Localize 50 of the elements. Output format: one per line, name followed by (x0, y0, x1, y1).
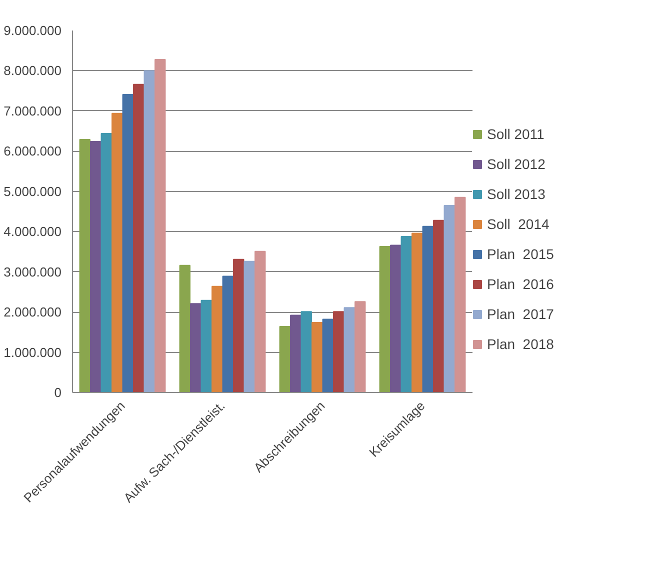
bar (133, 84, 144, 392)
legend-label: Soll 2014 (487, 216, 550, 232)
bar (200, 300, 212, 392)
bar (422, 226, 434, 392)
legend-label: Plan 2018 (487, 336, 554, 352)
bar (79, 139, 90, 392)
bar (154, 58, 166, 392)
bar (190, 303, 202, 392)
bar (344, 307, 355, 392)
bar (412, 232, 423, 392)
bar (90, 141, 102, 392)
y-tick-label: 1.000.000 (4, 344, 62, 360)
bar (212, 286, 223, 392)
y-tick-label: 5.000.000 (4, 184, 62, 199)
bar (144, 70, 155, 392)
y-tick-label: 4.000.000 (4, 224, 62, 240)
bar (254, 250, 266, 392)
y-tick-label: 3.000.000 (4, 264, 62, 280)
bar (454, 196, 466, 392)
bar (279, 326, 290, 392)
bar (322, 318, 334, 392)
bar (112, 112, 123, 392)
bar (244, 260, 255, 392)
legend-label: Plan 2015 (487, 246, 554, 262)
legend-label: Soll 2012 (487, 156, 546, 172)
legend-label: Soll 2011 (487, 126, 544, 142)
bar (379, 246, 390, 392)
bar (290, 314, 302, 392)
bar (390, 244, 402, 392)
bar (233, 258, 244, 392)
y-tick-label: 9.000.000 (4, 23, 62, 38)
bar (333, 311, 344, 392)
y-tick-label: 2.000.000 (4, 304, 62, 320)
bar (433, 220, 444, 392)
legend-label: Plan 2017 (487, 306, 554, 322)
y-tick-label: 0 (54, 385, 62, 400)
bar (122, 94, 134, 392)
y-tick-label: 6.000.000 (4, 144, 62, 159)
bar (400, 236, 412, 392)
legend-label: Soll 2013 (487, 186, 546, 202)
bar (222, 276, 234, 392)
bar (100, 132, 112, 392)
bar (179, 264, 190, 392)
bar (312, 322, 323, 392)
y-tick-label: 8.000.000 (4, 63, 62, 78)
bar (354, 301, 366, 392)
y-tick-label: 7.000.000 (4, 103, 62, 118)
bar (444, 204, 455, 392)
legend-label: Plan 2016 (487, 276, 554, 292)
bar (300, 311, 312, 392)
